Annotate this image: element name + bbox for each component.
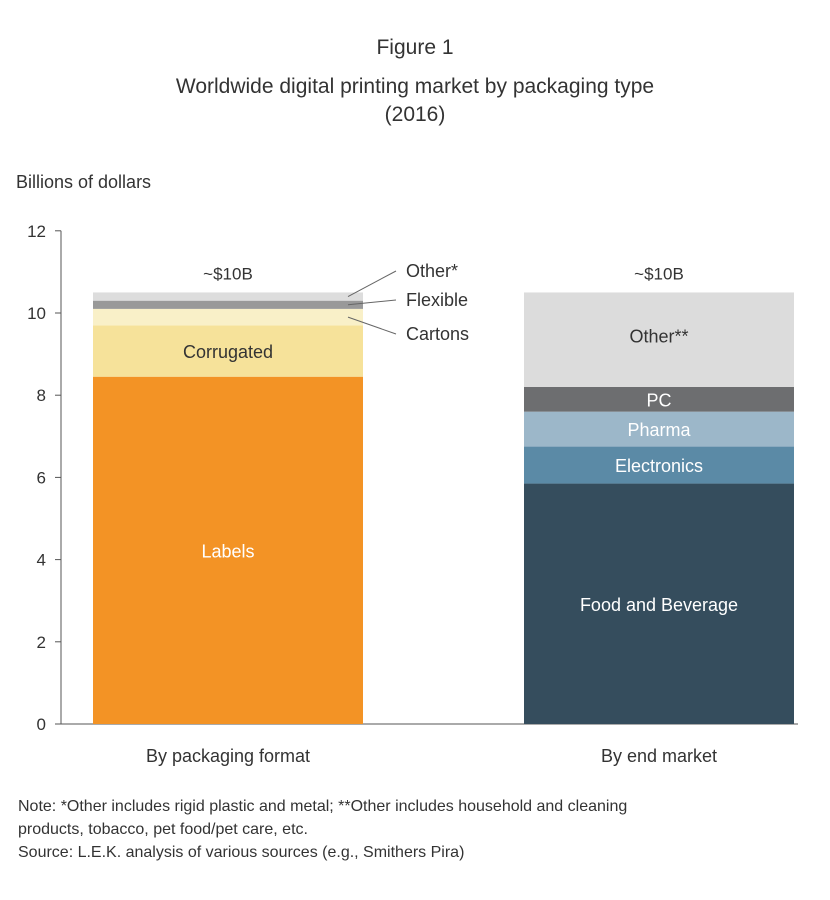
segment-label: Food and Beverage — [580, 595, 738, 615]
y-tick-label: 12 — [27, 222, 46, 241]
y-tick-label: 8 — [37, 386, 46, 405]
callout-label: Flexible — [406, 290, 468, 310]
source-line: Source: L.E.K. analysis of various sourc… — [18, 844, 465, 861]
chart-title-line1: Worldwide digital printing market by pac… — [175, 75, 655, 98]
note-line-1: Note: *Other includes rigid plastic and … — [18, 798, 628, 815]
callout-label: Cartons — [406, 324, 469, 344]
bar-segment — [93, 308, 363, 326]
figure-number: Figure 1 — [376, 36, 454, 59]
callout-leader-line — [347, 299, 397, 306]
callout-leader-line — [347, 316, 397, 335]
bar-segment — [524, 411, 794, 447]
segment-label: Electronics — [615, 456, 703, 476]
bar-total-label: ~$10B — [634, 264, 684, 283]
stacked-bar-chart: Billions of dollars 0 2 4 6 8 10 12 Labels Corrug… — [16, 172, 798, 766]
bar-segment — [524, 483, 794, 724]
y-tick-label: 10 — [27, 304, 46, 323]
bar-segment — [524, 446, 794, 484]
y-tick-label: 4 — [37, 551, 46, 570]
callout-leader-line — [347, 270, 397, 298]
y-tick-label: 6 — [37, 468, 46, 487]
segment-label: Other** — [629, 326, 688, 346]
callout-label: Other* — [406, 261, 458, 281]
segment-label: Corrugated — [183, 342, 273, 362]
bar-segment — [93, 300, 363, 309]
bar-segment — [93, 376, 363, 724]
x-category-label: By packaging format — [146, 746, 310, 766]
segment-label: Pharma — [627, 420, 691, 440]
segment-label: Labels — [201, 541, 254, 561]
y-tick-label: 0 — [37, 715, 46, 734]
bar-segment — [93, 292, 363, 301]
bar-segment — [524, 386, 794, 412]
chart-title-line2: (2016) — [384, 103, 446, 126]
bar-segment — [524, 292, 794, 387]
x-category-label: By end market — [601, 746, 717, 766]
bar-segment — [93, 325, 363, 377]
y-axis-label: Billions of dollars — [16, 172, 151, 192]
note-line-2: products, tobacco, pet food/pet care, et… — [18, 821, 308, 838]
y-tick-label: 2 — [37, 633, 46, 652]
chart-footnote: Note: *Other includes rigid plastic and … — [18, 795, 818, 864]
bar-total-label: ~$10B — [203, 264, 253, 283]
chart-title: Worldwide digital printing market by pac… — [0, 73, 830, 129]
segment-label: PC — [646, 390, 671, 410]
